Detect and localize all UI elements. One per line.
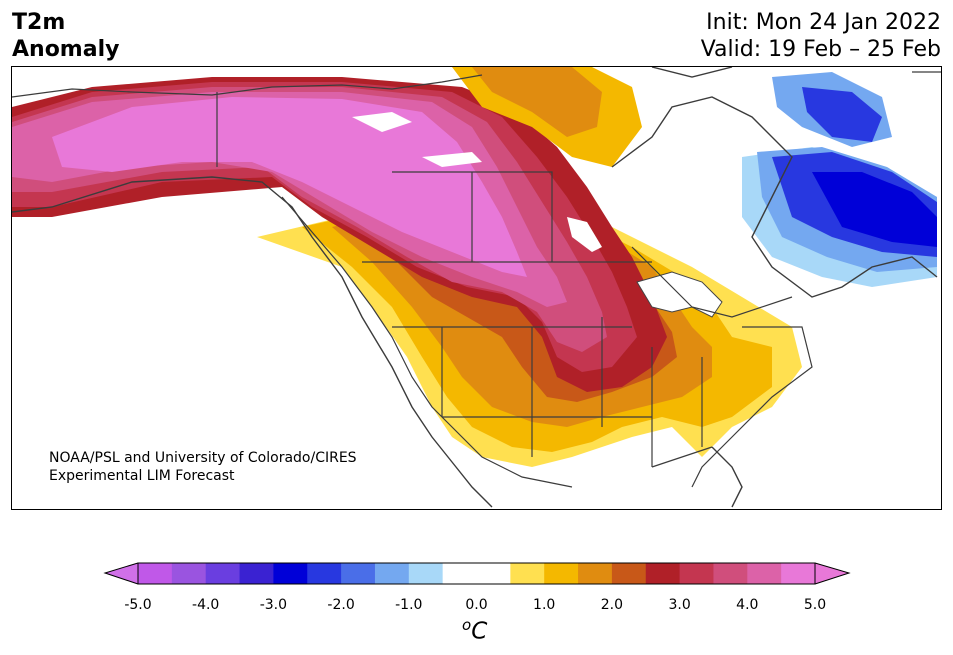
colorbar-cell xyxy=(341,563,376,584)
colorbar-tick-label: -3.0 xyxy=(259,597,288,613)
valid-date: Valid: 19 Feb – 25 Feb xyxy=(700,37,941,62)
anomaly-map xyxy=(11,66,942,510)
colorbar-tick-label: -1.0 xyxy=(395,597,423,613)
colorbar-cell xyxy=(239,563,274,584)
borders xyxy=(12,71,941,488)
colorbar-cell xyxy=(273,563,308,584)
colorbar-cell xyxy=(645,563,681,584)
coastline xyxy=(12,67,938,508)
colorbar-cells xyxy=(138,563,816,584)
colorbar-cell xyxy=(374,563,410,584)
colorbar-tick-label: 2.0 xyxy=(600,597,624,613)
colorbar-cell xyxy=(307,563,342,584)
init-date: Init: Mon 24 Jan 2022 xyxy=(706,10,941,35)
variable-label: T2m xyxy=(12,10,66,35)
colorbar-over-arrow xyxy=(815,563,849,584)
colorbar-over-outline xyxy=(814,562,851,585)
lake-athabasca xyxy=(422,152,482,167)
map-canvas xyxy=(12,67,941,508)
cold-band-4 xyxy=(812,172,937,247)
colorbar-tick-label: 5.0 xyxy=(803,597,827,613)
colorbar-tick-label: 1.0 xyxy=(533,597,556,613)
colorbar-tick-label: 4.0 xyxy=(736,597,759,613)
forecast-dates: Init: Mon 24 Jan 2022 Valid: 19 Feb – 25… xyxy=(701,9,941,63)
colorbar-outline xyxy=(137,562,816,585)
colorbar-under-arrow xyxy=(105,563,138,584)
colorbar-cell xyxy=(781,563,816,584)
colorbar-cell xyxy=(138,563,173,584)
colorbar-cell xyxy=(544,563,579,584)
unit-label: oC xyxy=(462,616,487,645)
colorbar-cell xyxy=(205,563,241,584)
colorbar-under-outline xyxy=(103,562,139,585)
unit-degree: o xyxy=(462,616,472,634)
anomaly-band-9c xyxy=(52,97,527,277)
anomaly-band-ne-inner xyxy=(472,67,602,137)
colorbar-cell xyxy=(713,563,748,584)
map-title: T2m Anomaly xyxy=(12,9,119,63)
credit-line-1: NOAA/PSL and University of Colorado/CIRE… xyxy=(49,450,357,466)
colorbar-tick-label: 3.0 xyxy=(668,597,691,613)
colorbar-tick-label: 0.0 xyxy=(465,597,488,613)
credit-line-2: Experimental LIM Forecast xyxy=(49,468,235,484)
colorbar-cell xyxy=(442,563,477,584)
colorbar-cell xyxy=(747,563,782,584)
anomaly-label: Anomaly xyxy=(12,37,120,62)
colorbar-cell xyxy=(510,563,545,584)
great-slave-lake xyxy=(352,112,412,132)
colorbar xyxy=(103,562,851,585)
cold-band-6 xyxy=(802,87,882,142)
colorbar-tick-label: -2.0 xyxy=(327,597,355,613)
colorbar-cell xyxy=(408,563,444,584)
colorbar-cell xyxy=(578,563,613,584)
credit-text: NOAA/PSL and University of Colorado/CIRE… xyxy=(49,449,357,485)
colorbar-cell xyxy=(171,563,207,584)
colorbar-tick-label: -4.0 xyxy=(192,597,220,613)
lake-winnipeg xyxy=(567,217,602,252)
colorbar-cell xyxy=(611,563,647,584)
colorbar-tick-label: -5.0 xyxy=(124,597,152,613)
unit-celsius: C xyxy=(471,618,488,645)
colorbar-cell xyxy=(476,563,511,584)
colorbar-cell xyxy=(679,563,714,584)
